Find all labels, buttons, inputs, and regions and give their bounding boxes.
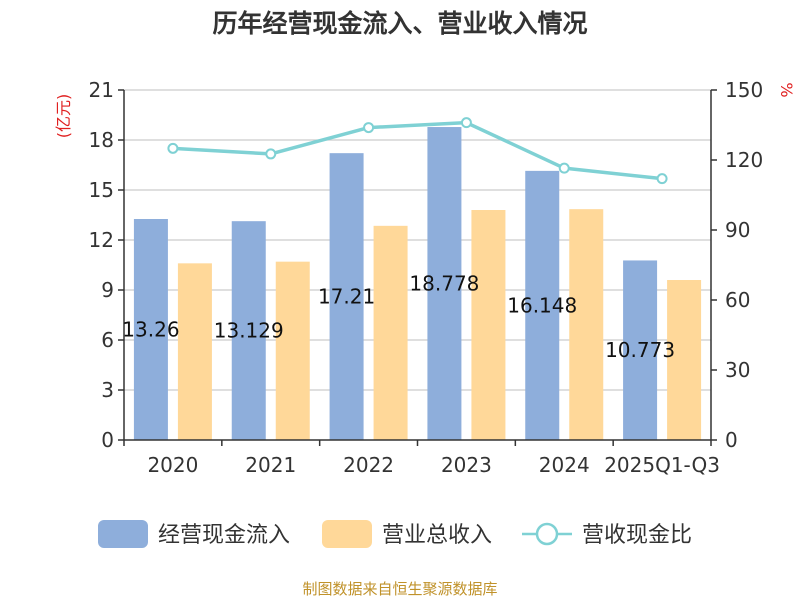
- right-axis-tick-label: 30: [725, 358, 750, 382]
- x-axis-tick-label: 2024: [539, 453, 590, 477]
- bar-total-revenue: [177, 263, 212, 440]
- legend-swatch-total-revenue: [322, 520, 372, 548]
- bar-total-revenue: [275, 261, 310, 440]
- legend-label-operating-cash-inflow: 经营现金流入: [158, 523, 290, 548]
- line-point-cash-revenue-ratio: [265, 148, 277, 160]
- line-point-cash-revenue-ratio: [167, 142, 179, 154]
- x-axis-tick-label: 2020: [147, 453, 198, 477]
- x-axis-tick-label: 2022: [343, 453, 394, 477]
- left-axis-tick-label: 0: [101, 428, 114, 452]
- bar-operating-cash-inflow: [623, 260, 658, 440]
- right-axis-tick-label: 60: [725, 288, 750, 312]
- gridlines: [124, 89, 711, 391]
- left-axis-tick-label: 9: [101, 278, 114, 302]
- line-series: [167, 117, 668, 185]
- legend-marker-cash-revenue-ratio: [535, 522, 559, 546]
- bar-total-revenue: [569, 209, 604, 440]
- bar-operating-cash-inflow: [427, 127, 462, 441]
- data-label-operating-cash-inflow: 17.21: [318, 285, 375, 309]
- bar-operating-cash-inflow: [133, 219, 168, 440]
- line-point-cash-revenue-ratio: [460, 117, 472, 129]
- right-axis-tick-label: 0: [725, 428, 738, 452]
- data-label-operating-cash-inflow: 13.129: [214, 319, 284, 343]
- chart-title: 历年经营现金流入、营业收入情况: [212, 9, 587, 38]
- right-axis-tick-label: 150: [725, 78, 763, 102]
- bar-operating-cash-inflow: [329, 153, 364, 440]
- legend: 经营现金流入 营业总收入 营收现金比: [98, 520, 692, 548]
- bar-series: [133, 127, 702, 441]
- bar-total-revenue: [471, 210, 506, 440]
- x-axis-tick-label: 2025Q1-Q3: [604, 453, 720, 477]
- left-axis-tick-label: 3: [101, 378, 114, 402]
- data-label-operating-cash-inflow: 16.148: [507, 293, 577, 317]
- left-axis-tick-label: 15: [89, 178, 114, 202]
- legend-swatch-operating-cash-inflow: [98, 520, 148, 548]
- right-axis-tick-label: 90: [725, 218, 750, 242]
- bar-operating-cash-inflow: [525, 170, 560, 440]
- line-point-cash-revenue-ratio: [363, 122, 375, 134]
- data-label-operating-cash-inflow: 10.773: [605, 338, 675, 362]
- right-axis-tick-label: 120: [725, 148, 763, 172]
- line-point-cash-revenue-ratio: [656, 173, 668, 185]
- data-labels: 13.26 13.129 17.21 18.778 16.148 10.773: [122, 272, 675, 363]
- x-axis-tick-label: 2021: [245, 453, 296, 477]
- source-note: 制图数据来自恒生聚源数据库: [302, 580, 497, 598]
- right-axis-unit: %: [777, 82, 796, 97]
- line-cash-revenue-ratio: [172, 120, 663, 181]
- bar-total-revenue: [373, 225, 408, 440]
- data-label-operating-cash-inflow: 13.26: [122, 318, 179, 342]
- left-axis-tick-label: 12: [89, 228, 114, 252]
- left-axis-tick-label: 18: [89, 128, 114, 152]
- legend-label-total-revenue: 营业总收入: [382, 523, 492, 548]
- left-axis-unit: (亿元): [54, 94, 73, 139]
- line-point-cash-revenue-ratio: [558, 162, 570, 174]
- left-axis-tick-label: 21: [89, 78, 114, 102]
- bar-operating-cash-inflow: [231, 221, 266, 440]
- data-label-operating-cash-inflow: 18.778: [409, 272, 479, 296]
- axes: 0 3 6 9 12 15 18 21 0 30 60 90 120 150 2020 2021 2022 202…: [89, 78, 764, 477]
- x-axis-tick-label: 2023: [441, 453, 492, 477]
- legend-label-cash-revenue-ratio: 营收现金比: [582, 523, 692, 548]
- bar-total-revenue: [667, 280, 702, 440]
- left-axis-tick-label: 6: [101, 328, 114, 352]
